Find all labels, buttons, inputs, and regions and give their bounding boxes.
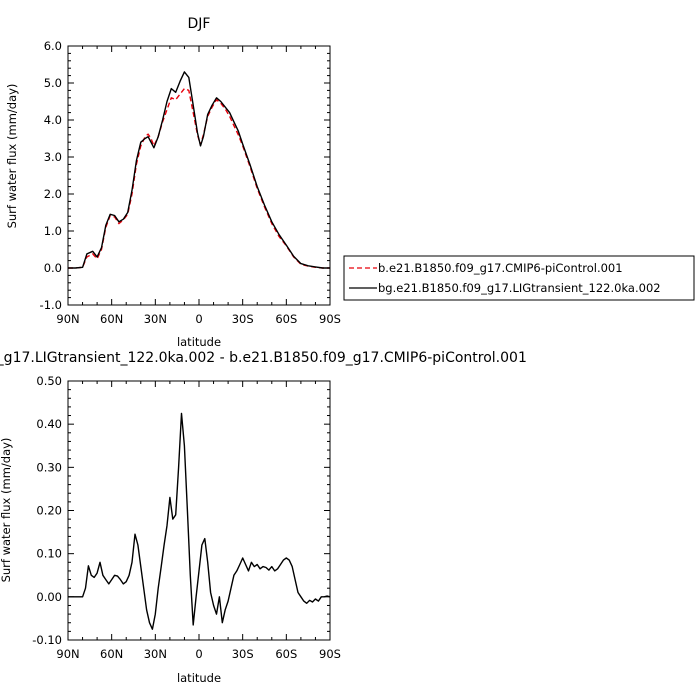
bottom-x-tick-label: 30N (144, 647, 167, 661)
top-series-line-1 (68, 71, 330, 269)
bottom-y-tick-label: 0.20 (36, 504, 62, 518)
top-y-tick-label: 5.0 (44, 76, 62, 90)
bottom-axes: 90N 60N 30N 0 30S 60S 90S -0.10 0.00 0.10 0.20 0.30… (32, 374, 341, 661)
bottom-y-tick-label: -0.10 (32, 633, 62, 647)
top-y-tick-label: 6.0 (44, 39, 62, 53)
bottom-x-tick-label: 0 (195, 647, 202, 661)
top-y-tick-label: 4.0 (44, 113, 62, 127)
top-series-group (68, 71, 330, 269)
panel-top: DJF Surf water flux (mm/day) latitude 90… (5, 16, 341, 349)
legend-label-control: b.e21.B1850.f09_g17.CMIP6-piControl.001 (378, 261, 623, 275)
bottom-plot-frame (67, 380, 331, 641)
legend-label-lig: bg.e21.B1850.f09_g17.LIGtransient_122.0k… (378, 281, 661, 295)
top-x-tick-label: 90N (56, 312, 79, 326)
bottom-x-tick-label: 90N (56, 647, 79, 661)
bottom-y-tick-label: 0.00 (36, 590, 62, 604)
panel-bottom: bg.e21.B1850.f09_g17.LIGtransient_122.0k… (0, 350, 527, 685)
bottom-y-tick-label: 0.30 (36, 460, 62, 474)
bottom-x-axis-label: latitude (177, 671, 221, 685)
top-y-tick-label: 3.0 (44, 150, 62, 164)
top-y-tick-label: 0.0 (44, 261, 62, 275)
bottom-series-group (68, 412, 331, 630)
bottom-series-line-0 (68, 412, 331, 630)
top-y-tick-label: 1.0 (44, 224, 62, 238)
top-y-axis-label: Surf water flux (mm/day) (5, 84, 19, 229)
legend-box (343, 255, 695, 301)
bottom-x-tick-label: 60N (100, 647, 123, 661)
bottom-y-tick-label: 0.40 (36, 417, 62, 431)
top-x-tick-label: 0 (195, 312, 202, 326)
bottom-x-tick-label: 30S (232, 647, 254, 661)
bottom-x-tick-label: 60S (275, 647, 297, 661)
top-x-tick-label: 60N (100, 312, 123, 326)
top-x-axis-label: latitude (177, 335, 221, 349)
top-y-tick-label: -1.0 (40, 298, 62, 312)
legend: b.e21.B1850.f09_g17.CMIP6-piControl.001 … (343, 255, 695, 301)
top-x-tick-label: 30N (144, 312, 167, 326)
top-axes: 90N 60N 30N 0 30S 60S 90S -1.0 0.0 1.0 2.0 3.0 4.0 5.… (40, 39, 341, 326)
bottom-x-tick-label: 90S (319, 647, 341, 661)
top-series-line-0 (68, 87, 330, 269)
top-chart-title: DJF (188, 16, 211, 32)
top-plot-frame (67, 45, 331, 306)
bottom-chart-title: bg.e21.B1850.f09_g17.LIGtransient_122.0k… (0, 350, 527, 366)
top-y-tick-label: 2.0 (44, 187, 62, 201)
top-x-tick-label: 30S (232, 312, 254, 326)
bottom-y-tick-label: 0.10 (36, 547, 62, 561)
top-x-tick-label: 90S (319, 312, 341, 326)
top-x-tick-label: 60S (275, 312, 297, 326)
bottom-y-axis-label: Surf water flux (mm/day) (0, 438, 13, 583)
bottom-y-tick-label: 0.50 (36, 374, 62, 388)
